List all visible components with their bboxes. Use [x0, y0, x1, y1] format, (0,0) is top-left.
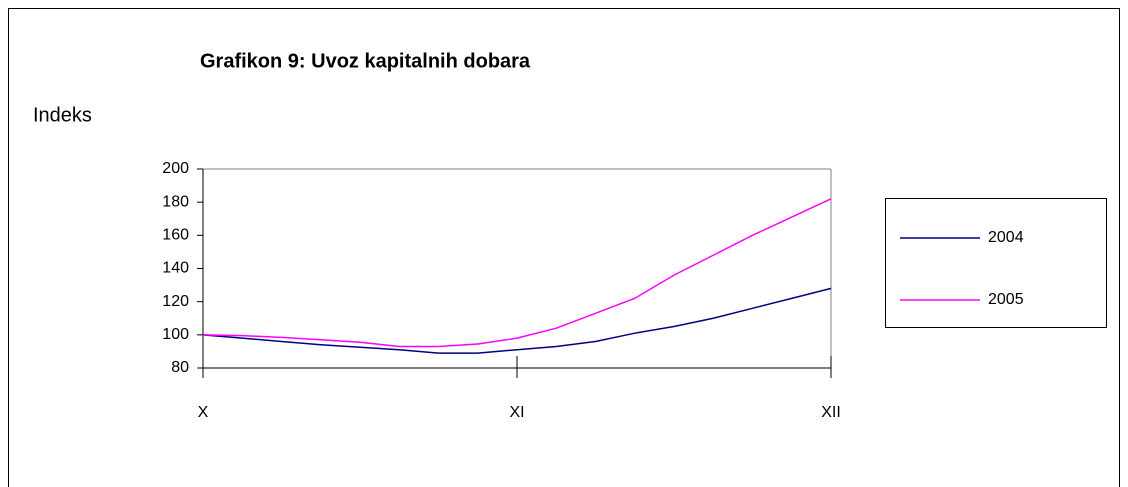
legend-box: [885, 198, 1107, 328]
series-line: [202, 198, 832, 348]
series-line: [202, 287, 832, 354]
x-tick-label: X: [198, 404, 209, 421]
x-tick-label: XII: [821, 404, 841, 421]
x-tick-label: XI: [509, 404, 524, 421]
y-axis-label: Indeks: [33, 104, 92, 126]
y-tick-label: 160: [162, 227, 189, 244]
y-tick-label: 180: [162, 193, 189, 210]
y-tick-label: 120: [162, 293, 189, 310]
y-tick-label: 140: [162, 260, 189, 277]
legend-label: 2005: [988, 291, 1024, 308]
y-tick-label: 100: [162, 326, 189, 343]
y-tick-label: 200: [162, 160, 189, 177]
y-tick-label: 80: [171, 359, 189, 376]
frame: [8, 8, 1120, 487]
legend-label: 2004: [988, 229, 1024, 246]
chart-title: Grafikon 9: Uvoz kapitalnih dobara: [200, 50, 531, 72]
